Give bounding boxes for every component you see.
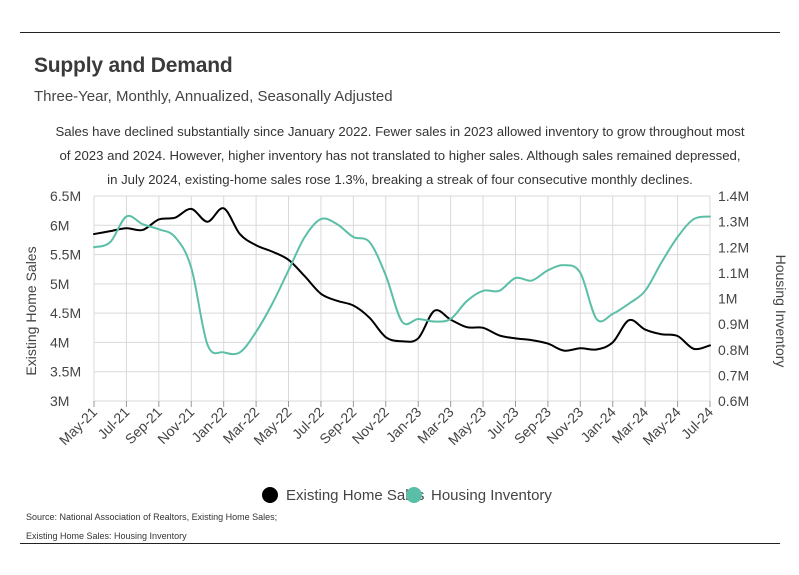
chart-title: Supply and Demand — [34, 54, 233, 77]
x-tick-label: Nov-21 — [154, 404, 197, 447]
x-tick-label: Jul-24 — [678, 404, 716, 442]
description-line: of 2023 and 2024. However, higher invent… — [59, 148, 741, 163]
left-tick-label: 3.5M — [50, 364, 81, 380]
x-axis-ticks: May-21Jul-21Sep-21Nov-21Jan-22Mar-22May-… — [56, 404, 716, 448]
legend-swatch-sales — [262, 487, 278, 503]
left-tick-label: 6.5M — [50, 188, 81, 204]
left-tick-label: 3M — [50, 393, 69, 409]
right-axis-title: Housing Inventory — [773, 255, 789, 368]
legend-label-sales: Existing Home Sales — [286, 487, 424, 504]
chart-legend: Existing Home Sales Housing Inventory — [262, 487, 552, 504]
right-tick-label: 1.3M — [718, 214, 749, 230]
source-line-2: Existing Home Sales: Housing Inventory — [26, 531, 187, 541]
bottom-rule — [20, 543, 780, 544]
chart-lines — [93, 207, 711, 356]
series-line-existing-home-sales — [93, 207, 711, 352]
source-line-1: Source: National Association of Realtors… — [26, 512, 278, 522]
left-axis-title: Existing Home Sales — [23, 246, 39, 375]
legend-swatch-inventory — [406, 487, 422, 503]
left-tick-label: 6M — [50, 217, 69, 233]
legend-label-inventory: Housing Inventory — [431, 487, 552, 504]
right-tick-label: 0.9M — [718, 316, 749, 332]
left-axis-ticks: 3M 3.5M 4M 4.5M 5M 5.5M 6M 6.5M — [50, 188, 81, 409]
right-axis-ticks: 0.6M 0.7M 0.8M 0.9M 1M 1.1M 1.2M 1.3M 1.4M — [718, 188, 749, 409]
x-tick-label: May-21 — [56, 404, 100, 448]
description-line: Sales have declined substantially since … — [55, 124, 745, 139]
right-tick-label: 1.2M — [718, 239, 749, 255]
chart-subtitle: Three-Year, Monthly, Annualized, Seasona… — [34, 88, 393, 105]
right-tick-label: 1.4M — [718, 188, 749, 204]
x-tick-label: Nov-23 — [543, 404, 586, 447]
series-line-housing-inventory — [93, 214, 711, 356]
left-tick-label: 4.5M — [50, 305, 81, 321]
right-tick-label: 0.8M — [718, 342, 749, 358]
top-rule — [20, 32, 780, 33]
right-tick-label: 1.1M — [718, 265, 749, 281]
chart-grid — [93, 195, 711, 407]
left-tick-label: 5.5M — [50, 247, 81, 263]
right-tick-label: 0.7M — [718, 367, 749, 383]
right-tick-label: 1M — [718, 291, 737, 307]
description-line: in July 2024, existing-home sales rose 1… — [107, 172, 693, 187]
left-tick-label: 4M — [50, 334, 69, 350]
right-tick-label: 0.6M — [718, 393, 749, 409]
x-tick-label: Nov-22 — [349, 404, 392, 447]
left-tick-label: 5M — [50, 276, 69, 292]
chart-description: Sales have declined substantially since … — [40, 120, 760, 192]
